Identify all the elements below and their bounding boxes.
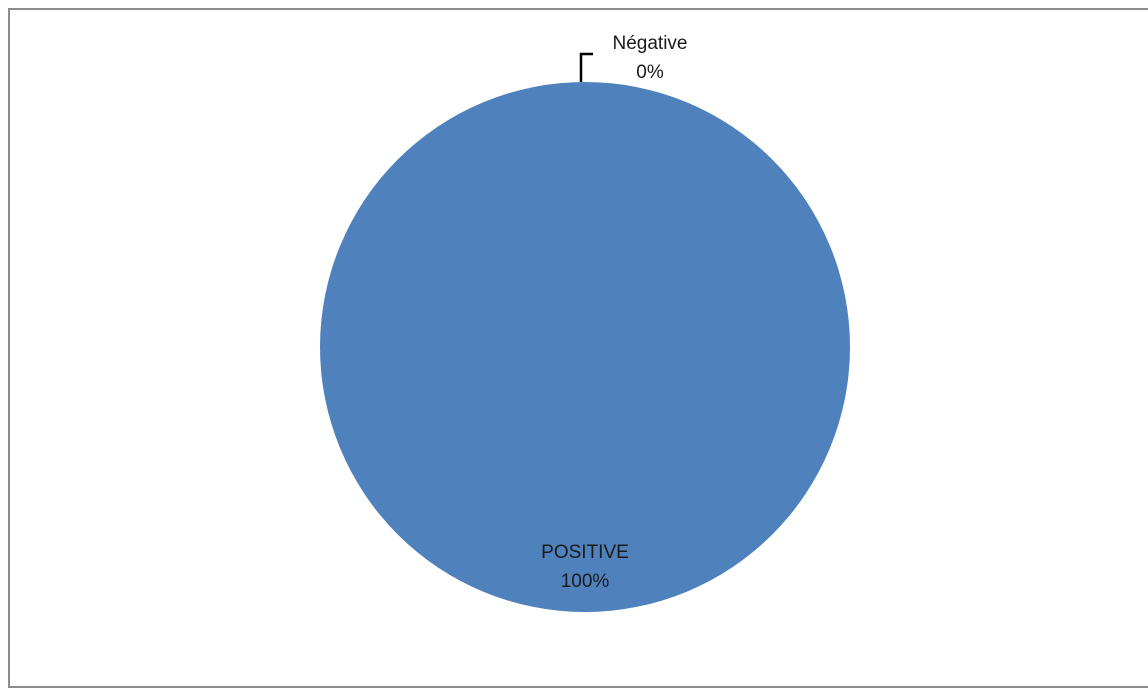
slice-label-negative-name: Négative (613, 33, 688, 54)
slice-label-positive-percent: 100% (561, 571, 610, 592)
leader-line-n-gative (579, 52, 593, 82)
leader-lines (579, 52, 593, 82)
slice-label-positive-name: POSITIVE (541, 542, 629, 563)
slice-labels: POSITIVE 100% Négative 0% (541, 33, 687, 592)
pie-slice-positive (320, 82, 850, 612)
pie-slices (320, 82, 850, 612)
slice-label-negative-percent: 0% (636, 62, 664, 83)
